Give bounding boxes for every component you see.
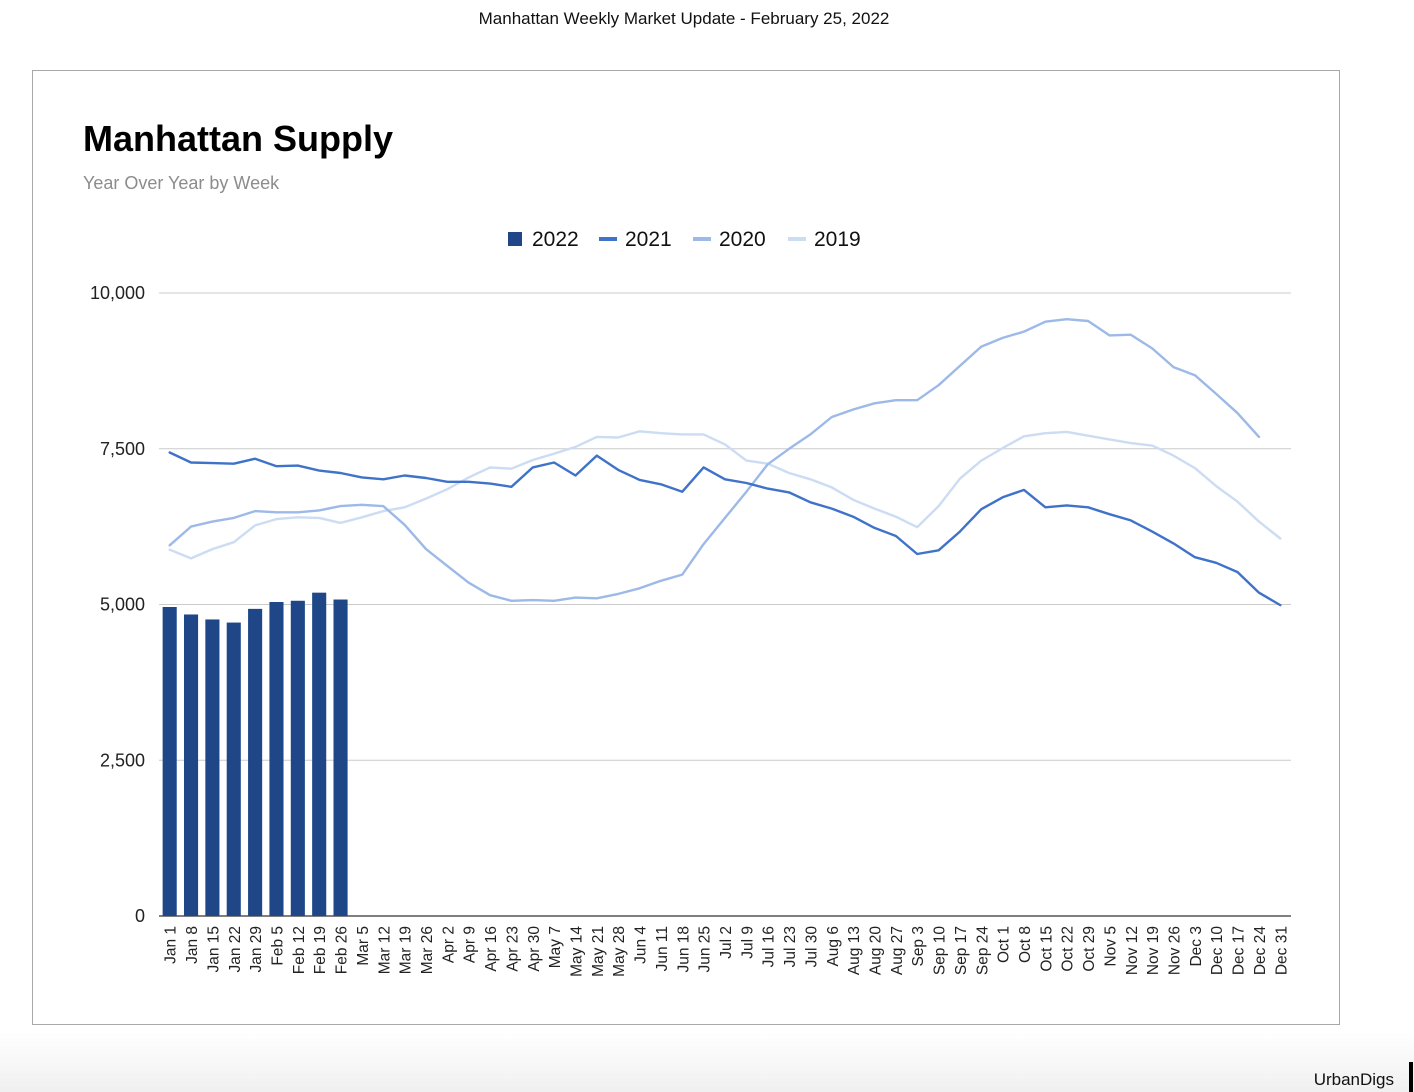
legend-label: 2019 — [814, 228, 861, 251]
bar-2022-feb-19 — [312, 592, 327, 916]
y-axis: 0 2,500 5,000 7,500 10,000 — [90, 283, 145, 926]
x-tick-label: Dec 3 — [1188, 926, 1205, 967]
footer-mark — [1409, 1062, 1413, 1092]
x-tick-label: Mar 5 — [355, 926, 372, 966]
x-tick-label: Sep 24 — [974, 926, 991, 976]
x-tick-label: Mar 26 — [419, 926, 436, 974]
x-tick-label: Jul 9 — [739, 926, 756, 959]
x-tick-label: Feb 12 — [291, 926, 308, 974]
y-tick-label: 5,000 — [100, 595, 145, 615]
x-tick-label: Sep 17 — [953, 926, 970, 975]
bar-2022-jan-1 — [162, 606, 177, 916]
x-tick-label: Aug 20 — [868, 926, 885, 976]
gridlines — [159, 292, 1291, 917]
x-tick-label: Jun 25 — [697, 926, 714, 973]
line-series-2020 — [168, 318, 1261, 602]
x-tick-label: Jul 30 — [803, 926, 820, 968]
x-tick-label: Jan 29 — [248, 926, 265, 973]
x-tick-label: Jan 22 — [227, 926, 244, 973]
x-tick-label: Sep 3 — [910, 926, 927, 967]
x-tick-label: Nov 19 — [1145, 926, 1162, 975]
x-tick-label: Oct 8 — [1017, 926, 1034, 963]
legend-label: 2021 — [625, 228, 672, 251]
bar-2022-feb-12 — [290, 600, 305, 916]
legend-item-2020: 2020 — [693, 228, 766, 251]
footer-brand: UrbanDigs — [1313, 1070, 1394, 1089]
x-tick-label: May 21 — [590, 926, 607, 977]
legend-label: 2022 — [532, 228, 579, 251]
x-tick-label: Apr 30 — [526, 926, 543, 972]
x-tick-label: Feb 19 — [312, 926, 329, 974]
legend-item-2021: 2021 — [599, 228, 672, 251]
bar-2022-jan-8 — [183, 614, 199, 916]
chart-panel: Manhattan Supply Year Over Year by Week … — [32, 70, 1340, 1025]
supply-chart: 2022 2021 2020 2019 02,5005,0007,50010,000 … — [90, 228, 1291, 977]
x-tick-label: Feb 5 — [269, 926, 286, 966]
chart-title: Manhattan Supply — [83, 118, 394, 159]
bar-2022-feb-5 — [269, 602, 284, 916]
line-series-2019 — [168, 430, 1282, 560]
x-tick-label: Dec 17 — [1231, 926, 1248, 975]
legend-swatch — [508, 232, 522, 246]
bar-2022-jan-22 — [226, 622, 241, 916]
x-tick-label: Jul 16 — [761, 926, 778, 967]
x-tick-label: Oct 29 — [1081, 926, 1098, 972]
bar-2022-feb-26 — [333, 599, 348, 916]
x-tick-label: Dec 10 — [1209, 926, 1226, 975]
x-tick-label: Jun 11 — [654, 926, 671, 971]
legend-swatch — [788, 237, 806, 241]
legend-item-2022: 2022 — [508, 228, 579, 251]
x-tick-label: Aug 13 — [846, 926, 863, 975]
x-tick-label: May 7 — [547, 926, 564, 968]
x-axis: Jan 1 Jan 8 Jan 15 Jan 22 Jan 29 Feb 5 Feb 12 F… — [163, 926, 1291, 977]
y-tick-label: 10,000 — [90, 283, 145, 303]
legend-swatch — [599, 237, 617, 241]
bar-2022-jan-29 — [248, 608, 263, 916]
x-tick-label: Jan 15 — [205, 926, 222, 973]
x-tick-label: Oct 15 — [1038, 926, 1055, 972]
x-tick-label: Oct 22 — [1060, 926, 1077, 972]
legend-item-2019: 2019 — [788, 228, 861, 251]
bar-2022-jan-15 — [205, 619, 220, 916]
y-tick-label: 0 — [135, 906, 145, 926]
chart-subtitle: Year Over Year by Week — [83, 173, 280, 193]
x-tick-label: Jan 8 — [184, 926, 201, 964]
x-tick-label: Jul 23 — [782, 926, 799, 967]
x-tick-label: Nov 5 — [1102, 926, 1119, 967]
x-tick-label: Nov 26 — [1167, 926, 1184, 975]
x-tick-label: Jul 2 — [718, 926, 735, 959]
x-tick-label: Aug 27 — [889, 926, 906, 975]
line-series-2021 — [168, 451, 1282, 607]
page-header-title: Manhattan Weekly Market Update - Februar… — [478, 9, 890, 28]
x-tick-label: Sep 10 — [932, 926, 949, 976]
y-tick-label: 7,500 — [100, 439, 145, 459]
x-tick-label: Aug 6 — [825, 926, 842, 967]
x-tick-label: Mar 19 — [398, 926, 415, 974]
x-tick-label: Apr 16 — [483, 926, 500, 972]
x-tick-label: Apr 23 — [504, 926, 521, 972]
legend-swatch — [693, 237, 711, 241]
x-tick-label: Oct 1 — [996, 926, 1013, 963]
x-tick-label: Jan 1 — [163, 926, 180, 964]
chart-legend: 2022 2021 2020 2019 — [508, 228, 861, 251]
y-tick-label: 2,500 — [100, 750, 145, 770]
x-tick-label: Nov 12 — [1124, 926, 1141, 975]
x-tick-label: Jun 18 — [675, 926, 692, 973]
bars-2022 — [162, 592, 348, 916]
x-tick-label: May 14 — [568, 926, 585, 977]
footer-bar: UrbanDigs — [0, 1032, 1414, 1092]
x-tick-label: Jun 4 — [633, 926, 650, 964]
x-tick-label: Feb 26 — [334, 926, 351, 974]
x-tick-label: Apr 9 — [462, 926, 479, 963]
legend-label: 2020 — [719, 228, 766, 251]
series-lines — [168, 318, 1282, 607]
x-tick-label: Mar 12 — [376, 926, 393, 974]
x-tick-label: Dec 24 — [1252, 926, 1269, 975]
x-tick-label: May 28 — [611, 926, 628, 977]
x-tick-label: Apr 2 — [440, 926, 457, 963]
x-tick-label: Dec 31 — [1273, 926, 1290, 975]
